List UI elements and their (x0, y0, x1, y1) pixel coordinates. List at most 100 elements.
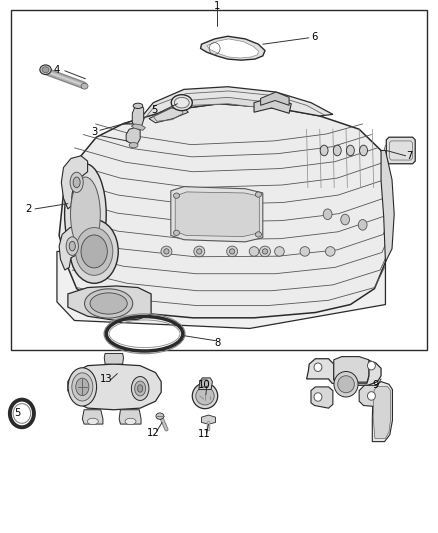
Polygon shape (199, 378, 212, 390)
Text: 11: 11 (198, 429, 211, 439)
Ellipse shape (66, 237, 78, 255)
Ellipse shape (87, 418, 98, 425)
Ellipse shape (69, 241, 75, 251)
Polygon shape (261, 92, 289, 106)
Ellipse shape (230, 249, 235, 254)
Text: 7: 7 (406, 151, 413, 161)
Polygon shape (207, 39, 258, 58)
Ellipse shape (341, 214, 350, 225)
Ellipse shape (367, 392, 375, 400)
Ellipse shape (76, 228, 113, 276)
Ellipse shape (197, 249, 202, 254)
Ellipse shape (320, 145, 328, 156)
Ellipse shape (81, 83, 88, 89)
Ellipse shape (262, 249, 268, 254)
Ellipse shape (71, 177, 100, 252)
Text: 1: 1 (214, 1, 220, 11)
Text: 4: 4 (54, 64, 60, 75)
Text: 13: 13 (100, 374, 113, 384)
Polygon shape (372, 382, 392, 442)
Polygon shape (119, 410, 141, 424)
Polygon shape (126, 127, 140, 145)
Text: 10: 10 (198, 381, 210, 390)
Polygon shape (68, 364, 161, 410)
Ellipse shape (64, 164, 106, 265)
Ellipse shape (314, 363, 322, 372)
Polygon shape (307, 359, 381, 385)
Polygon shape (123, 87, 333, 124)
Polygon shape (359, 385, 380, 407)
Ellipse shape (325, 247, 335, 256)
Ellipse shape (194, 246, 205, 257)
Ellipse shape (68, 368, 96, 406)
Ellipse shape (255, 232, 261, 237)
Polygon shape (254, 98, 291, 114)
Ellipse shape (73, 177, 80, 188)
Text: 2: 2 (25, 204, 31, 214)
Ellipse shape (323, 209, 332, 220)
Polygon shape (131, 124, 145, 130)
Polygon shape (381, 150, 394, 262)
Polygon shape (173, 98, 278, 116)
Polygon shape (175, 192, 259, 237)
Ellipse shape (40, 65, 51, 75)
Ellipse shape (255, 192, 261, 197)
Polygon shape (334, 357, 369, 382)
Text: 6: 6 (311, 32, 318, 42)
Ellipse shape (367, 361, 375, 370)
Ellipse shape (173, 230, 180, 236)
Polygon shape (68, 286, 151, 320)
Ellipse shape (70, 172, 83, 192)
Text: 5: 5 (14, 408, 21, 418)
Polygon shape (149, 108, 188, 123)
Ellipse shape (173, 193, 180, 198)
Ellipse shape (164, 249, 169, 254)
Ellipse shape (138, 385, 143, 392)
Ellipse shape (81, 235, 107, 268)
Ellipse shape (358, 220, 367, 230)
Polygon shape (82, 410, 103, 424)
Ellipse shape (72, 373, 93, 401)
Ellipse shape (76, 378, 89, 395)
Polygon shape (373, 386, 391, 439)
Ellipse shape (133, 103, 143, 109)
Ellipse shape (275, 247, 284, 256)
Ellipse shape (334, 372, 358, 397)
Text: 12: 12 (147, 428, 160, 438)
Ellipse shape (70, 220, 118, 284)
Text: 8: 8 (215, 338, 221, 348)
Ellipse shape (161, 246, 172, 257)
Polygon shape (11, 10, 427, 350)
Ellipse shape (338, 376, 354, 393)
Polygon shape (61, 156, 88, 209)
Polygon shape (132, 106, 144, 128)
Text: 9: 9 (373, 381, 379, 390)
Polygon shape (311, 387, 333, 408)
Ellipse shape (300, 247, 310, 256)
Ellipse shape (346, 145, 354, 156)
Ellipse shape (131, 376, 149, 400)
Ellipse shape (129, 142, 138, 148)
Ellipse shape (227, 246, 237, 257)
Ellipse shape (333, 145, 341, 156)
Ellipse shape (201, 379, 209, 387)
Polygon shape (386, 137, 415, 164)
Ellipse shape (171, 95, 192, 111)
Polygon shape (59, 104, 392, 318)
Ellipse shape (42, 67, 49, 72)
Polygon shape (59, 228, 83, 270)
Polygon shape (104, 353, 124, 364)
Text: 3: 3 (91, 127, 97, 137)
Polygon shape (57, 252, 385, 328)
Polygon shape (201, 415, 215, 424)
Ellipse shape (249, 247, 259, 256)
Ellipse shape (85, 289, 133, 318)
Polygon shape (201, 36, 265, 60)
Polygon shape (171, 187, 263, 242)
Ellipse shape (135, 381, 145, 396)
Ellipse shape (156, 413, 164, 419)
Ellipse shape (125, 418, 136, 425)
Ellipse shape (360, 145, 367, 156)
Ellipse shape (90, 293, 127, 314)
Ellipse shape (192, 383, 218, 409)
